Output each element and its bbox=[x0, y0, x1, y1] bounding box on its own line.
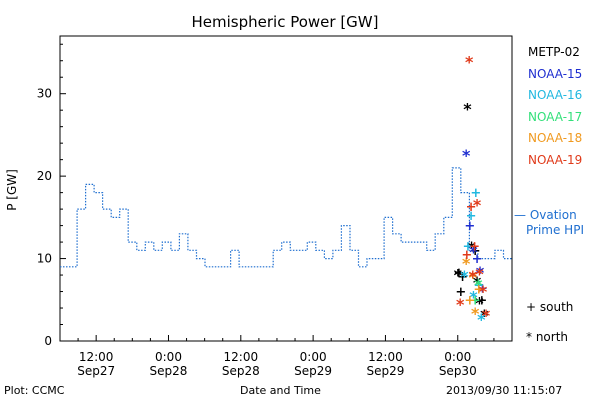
ovation-legend: — Ovation Prime HPI bbox=[514, 208, 584, 238]
data-point-metp-02: + bbox=[455, 285, 466, 300]
data-point-noaa-16: * bbox=[469, 288, 478, 307]
satellite-points: +++**+**+***+*+*+*++*++*+**+**+*+*+*+***… bbox=[454, 53, 491, 329]
data-point-noaa-16: * bbox=[460, 267, 469, 286]
data-point-noaa-16: + bbox=[463, 240, 474, 255]
legend-entry-noaa-17: NOAA-17 bbox=[528, 109, 583, 124]
data-point-noaa-18: + bbox=[473, 283, 484, 298]
data-point-noaa-15: * bbox=[462, 146, 471, 165]
x-tick-time: 12:00 bbox=[368, 350, 403, 364]
footer-timestamp: 2013/09/30 11:15:07 bbox=[446, 384, 563, 397]
data-point-noaa-19: * bbox=[456, 295, 465, 314]
x-tick-time: 0:00 bbox=[300, 350, 327, 364]
data-point-noaa-19: * bbox=[469, 267, 478, 286]
footer-xlabel: Date and Time bbox=[240, 384, 321, 397]
chart-title: Hemispheric Power [GW] bbox=[192, 13, 379, 31]
x-axis: 12:00Sep270:00Sep2812:00Sep280:00Sep2912… bbox=[59, 335, 513, 378]
data-point-noaa-16: + bbox=[466, 209, 477, 224]
data-point-metp-02: + bbox=[457, 270, 468, 285]
data-point-metp-02: + bbox=[470, 244, 481, 259]
data-point-noaa-17: * bbox=[474, 275, 483, 294]
y-tick-label: 10 bbox=[37, 252, 52, 266]
data-point-noaa-15: * bbox=[469, 242, 478, 261]
legend-entry-metp-02: METP-02 bbox=[528, 45, 580, 59]
x-tick-date: Sep28 bbox=[150, 364, 188, 378]
legend-entry-noaa-19: NOAA-19 bbox=[528, 152, 583, 167]
south-marker-label: south bbox=[539, 300, 574, 314]
x-tick-time: 12:00 bbox=[79, 350, 114, 364]
data-point-metp-02: * bbox=[480, 306, 489, 325]
ovation-hpi-line bbox=[60, 167, 512, 268]
legend-entry-noaa-15: NOAA-15 bbox=[528, 66, 583, 81]
data-point-noaa-19: * bbox=[479, 282, 488, 301]
data-point-metp-02: * bbox=[467, 238, 476, 257]
data-point-noaa-19: * bbox=[482, 306, 491, 325]
legend-entry-noaa-18: NOAA-18 bbox=[528, 131, 583, 145]
x-tick-date: Sep27 bbox=[77, 364, 115, 378]
x-tick-time: 0:00 bbox=[444, 350, 471, 364]
x-tick-time: 0:00 bbox=[155, 350, 182, 364]
data-point-noaa-19: + bbox=[466, 200, 477, 215]
y-tick-label: 20 bbox=[37, 169, 52, 183]
data-point-noaa-19: + bbox=[469, 240, 480, 255]
data-point-metp-02: * bbox=[463, 100, 472, 119]
data-point-noaa-15: * bbox=[476, 263, 485, 282]
y-tick-label: 30 bbox=[37, 87, 52, 101]
x-tick-date: Sep29 bbox=[294, 364, 332, 378]
data-point-noaa-19: * bbox=[465, 53, 474, 72]
y-tick-label: 0 bbox=[44, 334, 52, 348]
data-point-noaa-16: * bbox=[477, 310, 486, 329]
y-axis-label: P [GW] bbox=[5, 169, 19, 211]
x-tick-date: Sep29 bbox=[366, 364, 404, 378]
north-marker-symbol: * bbox=[526, 330, 532, 344]
footer-plot-credit: Plot: CCMC bbox=[4, 384, 65, 397]
x-tick-date: Sep30 bbox=[439, 364, 477, 378]
data-point-noaa-18: * bbox=[469, 268, 478, 287]
data-point-metp-02: + bbox=[476, 293, 487, 308]
south-marker-symbol: + bbox=[526, 300, 537, 314]
satellite-legend: METP-02 NOAA-15 NOAA-16 NOAA-17 NOAA-18 … bbox=[528, 42, 582, 171]
marker-legend-south: + south bbox=[526, 300, 573, 314]
data-point-noaa-15: + bbox=[464, 219, 475, 234]
legend-entry-noaa-16: NOAA-16 bbox=[528, 88, 583, 102]
data-point-noaa-18: + bbox=[464, 293, 475, 308]
data-point-noaa-19: * bbox=[473, 195, 482, 214]
data-point-metp-02: * bbox=[454, 265, 463, 284]
data-point-noaa-15: + bbox=[472, 252, 483, 267]
marker-legend-north: * north bbox=[526, 330, 568, 344]
data-point-noaa-15: + bbox=[477, 282, 488, 297]
data-point-noaa-19: + bbox=[461, 248, 472, 263]
data-point-metp-02: * bbox=[473, 273, 482, 292]
x-tick-time: 12:00 bbox=[224, 350, 259, 364]
data-point-noaa-16: + bbox=[470, 186, 481, 201]
ovation-legend-line1: — Ovation bbox=[514, 208, 577, 222]
x-tick-date: Sep28 bbox=[222, 364, 260, 378]
ovation-legend-line2: Prime HPI bbox=[526, 223, 584, 237]
data-point-noaa-19: * bbox=[475, 265, 484, 284]
data-point-metp-02: + bbox=[454, 266, 465, 281]
y-axis: 0 10 20 30 bbox=[37, 43, 66, 348]
data-point-noaa-18: * bbox=[462, 254, 471, 273]
north-marker-label: north bbox=[535, 330, 569, 344]
data-point-noaa-16: + bbox=[473, 278, 484, 293]
plot-frame bbox=[59, 35, 513, 342]
data-point-noaa-18: * bbox=[471, 304, 480, 323]
data-point-metp-02: * bbox=[475, 293, 484, 312]
data-point-noaa-17: + bbox=[470, 293, 481, 308]
